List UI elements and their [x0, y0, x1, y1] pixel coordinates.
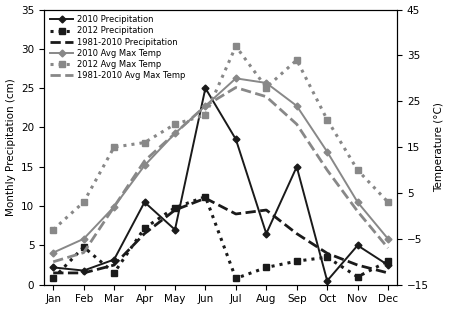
1981-2010 Avg Max Temp — [50, 260, 56, 264]
2012 Avg Max Temp — [233, 44, 238, 48]
2012 Precipitation — [233, 277, 238, 280]
2010 Precipitation — [294, 165, 299, 169]
2010 Avg Max Temp — [81, 237, 86, 241]
2012 Avg Max Temp — [355, 168, 360, 172]
2010 Precipitation — [142, 200, 147, 204]
1981-2010 Precipitation — [294, 232, 299, 236]
2012 Precipitation — [112, 271, 117, 275]
1981-2010 Precipitation — [202, 196, 208, 200]
2010 Precipitation — [324, 279, 330, 283]
2010 Precipitation — [202, 86, 208, 90]
2010 Precipitation — [264, 232, 269, 236]
1981-2010 Avg Max Temp — [172, 131, 178, 135]
2010 Precipitation — [112, 258, 117, 261]
1981-2010 Avg Max Temp — [324, 168, 330, 172]
2012 Precipitation — [142, 226, 147, 230]
2010 Avg Max Temp — [202, 104, 208, 108]
2010 Avg Max Temp — [142, 164, 147, 167]
2010 Avg Max Temp — [233, 77, 238, 80]
Y-axis label: Temperature (°C): Temperature (°C) — [434, 102, 445, 192]
2012 Precipitation — [355, 275, 360, 279]
1981-2010 Precipitation — [50, 271, 56, 275]
2010 Precipitation — [233, 137, 238, 141]
2010 Precipitation — [50, 266, 56, 269]
2012 Precipitation — [202, 195, 208, 198]
2012 Precipitation — [50, 277, 56, 280]
2012 Precipitation — [385, 259, 391, 263]
1981-2010 Precipitation — [324, 251, 330, 255]
2012 Avg Max Temp — [81, 200, 86, 204]
2010 Avg Max Temp — [112, 205, 117, 209]
2010 Avg Max Temp — [294, 104, 299, 108]
2012 Precipitation — [172, 206, 178, 210]
2012 Precipitation — [264, 266, 269, 269]
2010 Avg Max Temp — [50, 251, 56, 255]
2010 Avg Max Temp — [355, 200, 360, 204]
1981-2010 Precipitation — [81, 271, 86, 275]
2012 Precipitation — [81, 245, 86, 249]
Y-axis label: Monthly Precipitation (cm): Monthly Precipitation (cm) — [5, 78, 16, 216]
1981-2010 Avg Max Temp — [355, 210, 360, 213]
1981-2010 Precipitation — [172, 208, 178, 212]
1981-2010 Avg Max Temp — [294, 122, 299, 126]
Line: 2012 Avg Max Temp: 2012 Avg Max Temp — [50, 43, 391, 233]
Line: 2012 Precipitation: 2012 Precipitation — [50, 193, 391, 281]
Line: 2010 Avg Max Temp: 2010 Avg Max Temp — [51, 76, 391, 255]
Line: 2010 Precipitation: 2010 Precipitation — [51, 86, 391, 283]
2010 Precipitation — [81, 269, 86, 272]
1981-2010 Precipitation — [385, 271, 391, 275]
2010 Precipitation — [355, 244, 360, 247]
Legend: 2010 Precipitation, 2012 Precipitation, 1981-2010 Precipitation, 2010 Avg Max Te: 2010 Precipitation, 2012 Precipitation, … — [48, 14, 187, 82]
2012 Avg Max Temp — [202, 113, 208, 117]
2010 Avg Max Temp — [385, 237, 391, 241]
1981-2010 Precipitation — [233, 212, 238, 216]
2012 Avg Max Temp — [172, 122, 178, 126]
1981-2010 Precipitation — [112, 263, 117, 267]
2010 Precipitation — [385, 263, 391, 267]
1981-2010 Avg Max Temp — [142, 159, 147, 163]
2012 Avg Max Temp — [324, 118, 330, 122]
1981-2010 Precipitation — [355, 263, 360, 267]
Line: 1981-2010 Precipitation: 1981-2010 Precipitation — [53, 198, 388, 273]
1981-2010 Precipitation — [142, 232, 147, 236]
1981-2010 Avg Max Temp — [264, 95, 269, 99]
2012 Avg Max Temp — [264, 86, 269, 89]
2012 Avg Max Temp — [50, 228, 56, 232]
2012 Avg Max Temp — [142, 141, 147, 144]
2012 Precipitation — [324, 255, 330, 259]
2010 Precipitation — [172, 228, 178, 232]
2010 Avg Max Temp — [264, 81, 269, 85]
1981-2010 Avg Max Temp — [202, 104, 208, 108]
1981-2010 Avg Max Temp — [233, 86, 238, 89]
2012 Avg Max Temp — [294, 58, 299, 62]
Line: 1981-2010 Avg Max Temp: 1981-2010 Avg Max Temp — [53, 87, 388, 262]
2012 Avg Max Temp — [385, 200, 391, 204]
1981-2010 Avg Max Temp — [385, 246, 391, 250]
2010 Avg Max Temp — [172, 131, 178, 135]
2010 Avg Max Temp — [324, 150, 330, 153]
1981-2010 Precipitation — [264, 208, 269, 212]
2012 Precipitation — [294, 259, 299, 263]
1981-2010 Avg Max Temp — [112, 205, 117, 209]
2012 Avg Max Temp — [112, 145, 117, 149]
1981-2010 Avg Max Temp — [81, 251, 86, 255]
